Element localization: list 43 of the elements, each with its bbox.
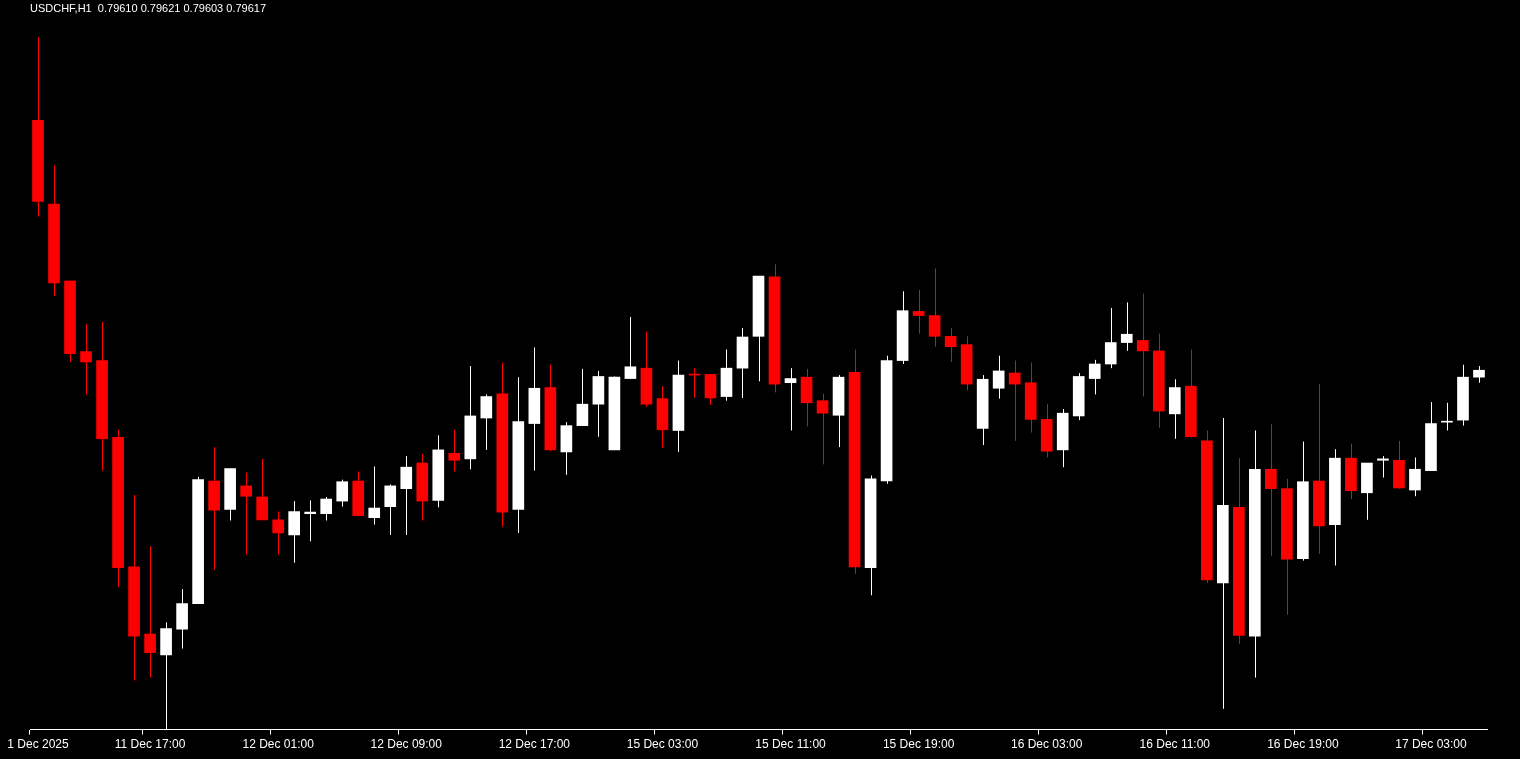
candlestick (1377, 455, 1389, 479)
candlestick (1120, 301, 1133, 352)
x-tick-label: 16 Dec 19:00 (1267, 737, 1339, 752)
candlestick (624, 316, 637, 380)
candlestick (912, 289, 925, 335)
x-tick-label: 12 Dec 17:00 (498, 737, 571, 752)
x-tick-label: 16 Dec 11:00 (1139, 737, 1211, 752)
candlestick (784, 367, 797, 431)
candlestick (1265, 423, 1277, 557)
candlestick (336, 479, 349, 508)
x-tick-label: 12 Dec 01:00 (242, 737, 315, 752)
x-tick-label: 15 Dec 19:00 (882, 737, 955, 752)
candlestick (992, 355, 1005, 400)
candlestick (240, 472, 252, 555)
candlestick (1008, 360, 1021, 442)
x-tick-label: 15 Dec 11:00 (755, 737, 827, 752)
x-tick-label: 1 Dec 2025 (7, 737, 70, 752)
candlestick (1136, 292, 1149, 398)
x-tick-label: 15 Dec 03:00 (626, 737, 699, 752)
candlestick (1104, 307, 1117, 369)
candlestick (304, 499, 317, 542)
candlestick (480, 393, 493, 451)
candlestick (400, 455, 413, 536)
candlestick (272, 510, 284, 555)
x-tick-label: 12 Dec 09:00 (370, 737, 443, 752)
x-tick-label: 11 Dec 17:00 (114, 737, 186, 752)
candlestick (1409, 456, 1421, 497)
candlestick (320, 496, 333, 521)
candlestick (1441, 402, 1453, 431)
x-tick-label: 17 Dec 03:00 (1395, 737, 1467, 752)
candlestick (368, 465, 381, 526)
candlestick (80, 323, 92, 395)
candlestick (816, 393, 829, 465)
candlestick (944, 327, 957, 363)
x-tick-label: 16 Dec 03:00 (1011, 737, 1083, 752)
candlestick (928, 267, 941, 348)
candlestick (144, 545, 156, 679)
candlestick (256, 458, 268, 521)
candlestick (1088, 359, 1101, 395)
candlestick (576, 368, 589, 427)
chart-title: USDCHF,H1 0.79610 0.79621 0.79603 0.79617 (30, 1, 267, 14)
candlestick (448, 429, 461, 472)
candlestick (384, 483, 397, 536)
